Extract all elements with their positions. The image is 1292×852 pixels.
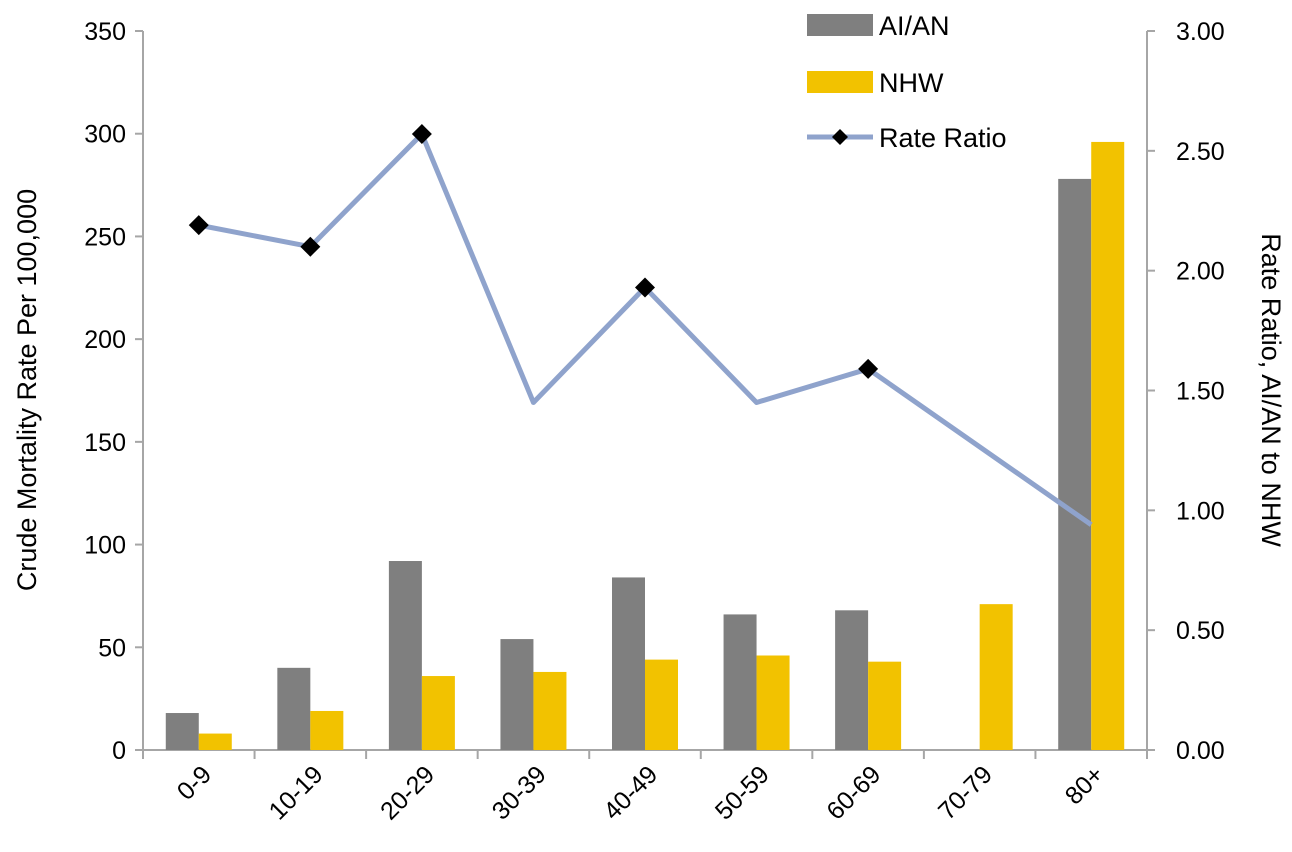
bar-ai-an — [835, 610, 869, 750]
bar-ai-an — [165, 713, 199, 750]
y-tick-label: 300 — [84, 121, 126, 149]
x-tick-label: 40-49 — [598, 760, 663, 825]
legend-label: Rate Ratio — [879, 123, 1007, 153]
bar-nhw — [756, 655, 790, 750]
rate-ratio-marker — [635, 277, 655, 298]
y-axis-title: Crude Mortality Rate Per 100,000 — [12, 189, 42, 591]
x-tick-label: 10-19 — [264, 760, 329, 825]
y-tick-label: 250 — [84, 223, 126, 251]
legend-swatch-ai-an — [807, 14, 873, 36]
x-tick-label: 60-69 — [821, 760, 886, 825]
bar-ai-an — [277, 667, 311, 750]
y-tick-label: 100 — [84, 532, 126, 560]
rate-ratio-marker — [411, 124, 432, 145]
bars — [165, 141, 1125, 751]
bar-ai-an — [1058, 178, 1092, 750]
bar-nhw — [533, 671, 567, 750]
legend-swatch-nhw — [807, 71, 873, 93]
y2-tick-label: 1.00 — [1176, 497, 1225, 525]
y2-tick-label: 0.00 — [1176, 737, 1225, 765]
y2-tick-label: 1.50 — [1176, 378, 1225, 406]
x-tick-label: 20-29 — [375, 760, 440, 825]
bar-nhw — [979, 604, 1013, 750]
y-tick-label: 50 — [98, 634, 126, 662]
bar-nhw — [310, 710, 344, 750]
bar-nhw — [645, 659, 678, 750]
rate-ratio-line — [188, 124, 1093, 527]
bar-ai-an — [500, 639, 534, 750]
y2-tick-label: 0.50 — [1176, 617, 1225, 645]
bar-ai-an — [723, 614, 757, 750]
bar-nhw — [1091, 141, 1125, 751]
y2-tick-label: 2.00 — [1176, 258, 1225, 286]
rate-ratio-marker — [858, 358, 879, 379]
y2-axis-title: Rate Ratio, AI/AN to NHW — [1256, 233, 1286, 547]
bar-ai-an — [388, 561, 422, 750]
x-tick-label: 70-79 — [933, 760, 998, 825]
bar-ai-an — [612, 577, 645, 750]
legend-marker-rate-ratio — [832, 129, 848, 145]
y-tick-label: 0 — [112, 737, 126, 765]
legend-label: NHW — [879, 68, 944, 98]
y-tick-label: 350 — [84, 18, 126, 46]
y-tick-label: 200 — [84, 326, 126, 354]
y2-tick-label: 3.00 — [1176, 18, 1225, 46]
bar-nhw — [868, 661, 902, 750]
y2-tick-label: 2.50 — [1176, 138, 1225, 166]
rate-ratio-polyline — [198, 131, 1093, 527]
rate-ratio-marker — [300, 236, 321, 257]
x-tick-label: 50-59 — [710, 760, 775, 825]
legend: AI/AN NHW Rate Ratio — [807, 11, 1007, 153]
legend-label: AI/AN — [879, 11, 950, 41]
x-tick-label: 0-9 — [172, 760, 217, 805]
x-tick-label: 30-39 — [487, 760, 552, 825]
rate-ratio-marker — [188, 215, 209, 236]
y-tick-label: 150 — [84, 429, 126, 457]
bar-nhw — [421, 676, 455, 750]
x-tick-label: 80+ — [1060, 760, 1110, 810]
bar-nhw — [198, 733, 232, 750]
